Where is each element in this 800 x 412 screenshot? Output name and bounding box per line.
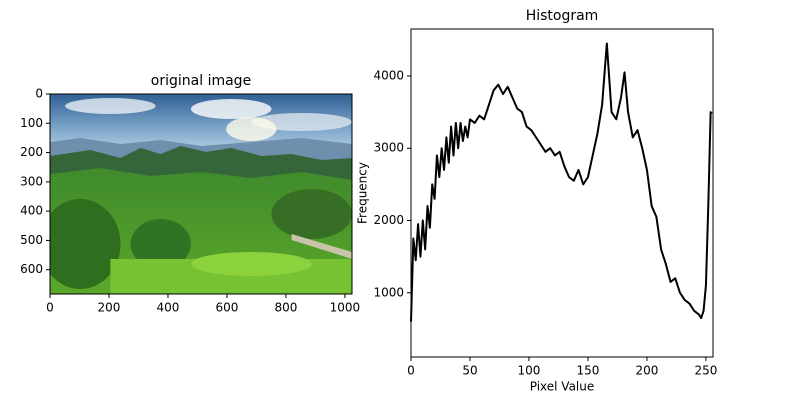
x-axis-label: Pixel Value [530,380,595,394]
y-tick-label: 3000 [373,141,404,155]
y-tick-label: 1000 [373,285,404,299]
y-tick-label: 200 [20,145,43,159]
x-tick-label: 250 [694,364,717,378]
y-tick-label: 100 [20,116,43,130]
x-tick-label: 150 [577,364,600,378]
x-tick-label: 600 [216,301,239,315]
histogram-line [410,42,713,322]
y-tick-label: 500 [20,233,43,247]
chart-title: original image [151,73,251,89]
axes-frame [49,93,353,295]
x-tick-label: 200 [98,301,121,315]
x-tick-label: 100 [518,364,541,378]
chart-title: Histogram [526,8,599,24]
x-tick-label: 0 [407,364,415,378]
photo [50,94,352,294]
x-tick-label: 400 [157,301,180,315]
y-tick-label: 400 [20,204,43,218]
y-tick-label: 4000 [373,68,404,82]
y-tick-label: 600 [20,262,43,276]
x-tick-label: 1000 [330,301,361,315]
x-tick-label: 800 [274,301,297,315]
y-tick-label: 2000 [373,213,404,227]
x-tick-label: 0 [46,301,54,315]
y-tick-label: 300 [20,174,43,188]
axes-frame [410,28,714,358]
x-tick-label: 50 [462,364,477,378]
y-axis-label: Frequency [356,162,370,224]
y-tick-label: 0 [35,87,43,101]
x-tick-label: 200 [635,364,658,378]
